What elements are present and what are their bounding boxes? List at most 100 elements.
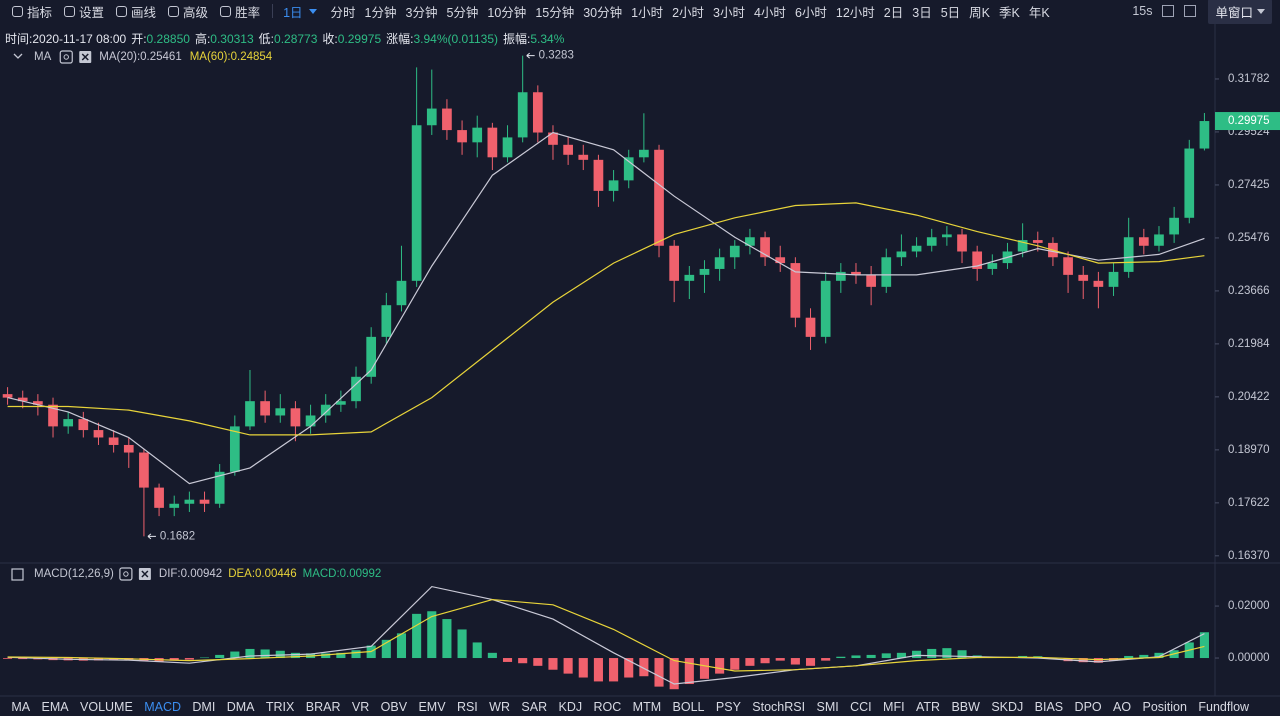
ma-line	[7, 131, 1205, 485]
interval[interactable]: 10分钟	[487, 5, 527, 20]
indicator-tab[interactable]: TRIX	[265, 699, 295, 714]
macd-bar	[942, 648, 952, 659]
macd-bar	[836, 656, 846, 659]
candle-body	[699, 268, 710, 275]
indicator-tab[interactable]: StochRSI	[752, 699, 806, 714]
candle-body	[17, 397, 28, 402]
macd-bar	[775, 658, 785, 661]
pane-icon[interactable]	[11, 568, 24, 581]
refresh-rate[interactable]: 15s	[1132, 4, 1153, 18]
indicator-tab[interactable]: RSI	[456, 699, 478, 714]
toolbar-right: 15s 单窗口	[1132, 0, 1280, 24]
candle-body	[911, 245, 922, 252]
settings-icon[interactable]	[59, 50, 73, 64]
indicator-tab[interactable]: BIAS	[1034, 699, 1064, 714]
tool[interactable]: 指标	[12, 2, 52, 21]
info-item: 涨幅:3.94%(0.01135)	[386, 32, 503, 46]
indicator-tab[interactable]: MACD	[144, 699, 182, 714]
indicator-tab[interactable]: PSY	[715, 699, 741, 714]
macd-bar	[669, 658, 679, 690]
interval[interactable]: 2日	[883, 5, 904, 20]
info-item: 开:0.28850	[131, 32, 195, 46]
indicator-tab[interactable]: BBW	[951, 699, 980, 714]
macd-bar	[396, 633, 407, 659]
macd-bar	[851, 655, 861, 659]
interval[interactable]: 5日	[940, 5, 961, 20]
interval[interactable]: 5分钟	[446, 5, 479, 20]
indicator-tab[interactable]: SMI	[816, 699, 839, 714]
indicator-tab[interactable]: CCI	[850, 699, 872, 714]
info-value: 2020-11-17 08:00	[32, 32, 127, 46]
interval[interactable]: 分时	[330, 5, 356, 20]
indicator-tab[interactable]: DMI	[192, 699, 216, 714]
interval[interactable]: 6小时	[794, 5, 827, 20]
interval[interactable]: 12小时	[835, 5, 875, 20]
macd-line	[7, 598, 1205, 672]
candle-body	[139, 452, 149, 488]
y-tick-label: 0.21984	[1228, 338, 1270, 350]
candle-body	[184, 499, 195, 504]
indicator-tab[interactable]: WR	[489, 699, 510, 714]
indicator-tab[interactable]: MTM	[632, 699, 662, 714]
window-icon[interactable]	[1184, 5, 1197, 17]
indicator-tab[interactable]: MFI	[883, 699, 905, 714]
y-tick-label: 0.00000	[1228, 652, 1270, 664]
interval[interactable]: 3日	[912, 5, 932, 20]
interval[interactable]: 3分钟	[405, 5, 438, 20]
indicator-tab[interactable]: DPO	[1074, 699, 1102, 714]
interval[interactable]: 3小时	[713, 5, 745, 20]
interval[interactable]: 15分钟	[535, 5, 575, 20]
indicator-tab[interactable]: BRAR	[305, 699, 341, 714]
tool[interactable]: 高级	[168, 2, 208, 21]
macd-bar	[472, 642, 482, 659]
tool-label: 胜率	[235, 5, 261, 20]
indicator-tab[interactable]: VR	[351, 699, 370, 714]
dropdown-caret[interactable]	[308, 8, 317, 14]
indicator-tab[interactable]: ATR	[915, 699, 941, 714]
indicator-tab[interactable]: AO	[1113, 699, 1132, 714]
interval[interactable]: 2小时	[672, 5, 705, 20]
indicator-tab[interactable]: EMA	[41, 699, 69, 714]
window-button[interactable]: 单窗口	[1208, 0, 1272, 24]
indicator-tab[interactable]: Fundflow	[1198, 699, 1250, 714]
candle-body	[305, 415, 316, 427]
interval[interactable]: 4小时	[753, 5, 786, 20]
indicator-tab[interactable]: ROC	[593, 699, 622, 714]
legend-entry: DIF:0.00942	[159, 568, 222, 580]
macd-bar	[790, 658, 800, 665]
indicator-tab[interactable]: OBV	[380, 699, 408, 714]
interval[interactable]: 30分钟	[583, 5, 623, 20]
tool[interactable]: 画线	[116, 2, 156, 21]
interval[interactable]: 1分钟	[364, 5, 397, 20]
candle-body	[820, 280, 831, 337]
indicator-tab[interactable]: MA	[11, 699, 31, 714]
interval-group: 1日 分时 1分钟 3分钟 5分钟 10分钟 15分钟 30分钟 1小时 2小时 3小时 4小时 6小时…	[283, 2, 1059, 21]
tool[interactable]: 设置	[64, 2, 104, 21]
tool-label: 画线	[131, 5, 157, 20]
tool[interactable]: 胜率	[220, 2, 260, 21]
settings-icon[interactable]	[119, 567, 133, 581]
candle-body	[396, 280, 407, 306]
collapse-icon[interactable]	[13, 53, 23, 59]
indicator-tab[interactable]: DMA	[226, 699, 255, 714]
macd-bar	[321, 653, 331, 659]
indicator-tab[interactable]: EMV	[418, 699, 446, 714]
indicator-tab[interactable]: KDJ	[558, 699, 583, 714]
indicator-tab[interactable]: Position	[1142, 699, 1187, 714]
interval[interactable]: 1小时	[631, 5, 664, 20]
interval[interactable]: 周K	[969, 5, 990, 20]
candle-body	[669, 245, 680, 281]
indicator-tab[interactable]: VOLUME	[80, 699, 133, 714]
interval[interactable]: 年K	[1028, 5, 1050, 20]
interval[interactable]: 1日	[283, 5, 303, 20]
legend-entry: MA(20):0.25461	[99, 51, 181, 63]
macd-bar	[593, 658, 603, 682]
indicator-tab[interactable]: BOLL	[672, 699, 705, 714]
fullscreen-icon[interactable]	[1162, 5, 1175, 17]
interval[interactable]: 季K	[999, 5, 1020, 20]
macd-bar	[533, 658, 543, 666]
macd-bar	[169, 658, 179, 661]
close-icon-cross	[141, 570, 149, 578]
indicator-tab[interactable]: SAR	[521, 699, 548, 714]
indicator-tab[interactable]: SKDJ	[991, 699, 1024, 714]
